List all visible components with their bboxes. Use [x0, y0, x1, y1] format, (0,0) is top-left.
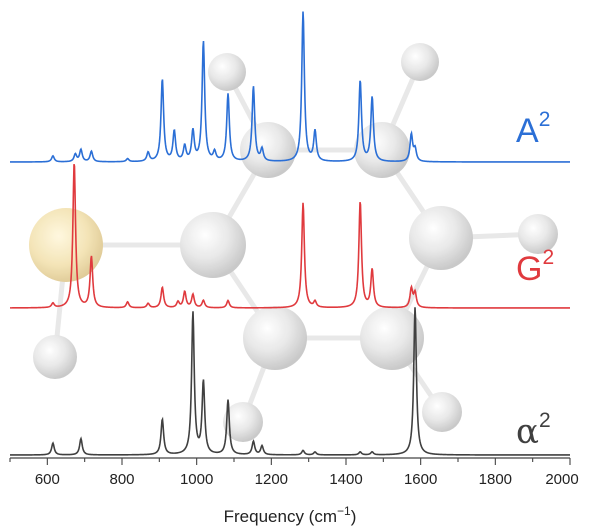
x-axis-ticks: 600 800 1000 1200 1400 1600 1800 2000 [9, 458, 579, 488]
series-labels: A2 G2 α2 [516, 108, 554, 452]
x-tick-label: 1000 [180, 471, 213, 488]
x-tick-label: 600 [35, 471, 60, 488]
series-label-1: A2 [516, 108, 550, 150]
series-line-2 [10, 163, 570, 309]
series-label-3: α2 [516, 409, 551, 452]
x-tick-label: 1800 [479, 471, 512, 488]
x-tick-label: 800 [109, 471, 134, 488]
x-tick-label: 1600 [404, 471, 437, 488]
x-tick-label: 2000 [545, 471, 578, 488]
series-line-3 [10, 307, 570, 456]
molecule-background-illustration [29, 43, 558, 442]
spectra-series [10, 11, 570, 456]
series-line-1 [10, 11, 570, 163]
series-label-2: G2 [516, 246, 554, 288]
x-tick-label: 1400 [329, 471, 362, 488]
x-tick-label: 1200 [255, 471, 288, 488]
x-axis-title: Frequency (cm−1) [224, 504, 357, 526]
